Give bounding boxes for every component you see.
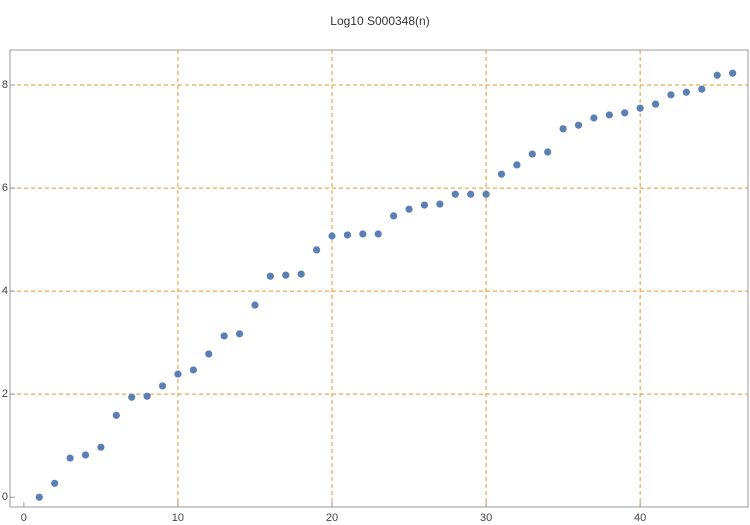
data-point bbox=[205, 350, 213, 358]
data-point bbox=[297, 270, 305, 278]
data-point bbox=[97, 443, 105, 451]
data-point bbox=[544, 148, 552, 156]
data-point bbox=[621, 109, 629, 117]
data-point bbox=[497, 170, 506, 178]
data-point bbox=[482, 190, 490, 198]
data-point bbox=[220, 332, 228, 340]
data-point bbox=[128, 393, 136, 401]
data-point bbox=[174, 370, 182, 378]
plot-frame bbox=[9, 49, 749, 508]
data-point bbox=[682, 88, 690, 96]
data-point bbox=[282, 271, 290, 279]
data-point bbox=[559, 125, 567, 133]
data-point bbox=[451, 190, 459, 198]
data-point bbox=[143, 392, 151, 400]
data-point bbox=[66, 454, 74, 462]
data-point bbox=[343, 231, 352, 239]
data-point bbox=[728, 69, 737, 77]
y-tick-label: 4 bbox=[2, 285, 8, 297]
x-tick-label: 20 bbox=[326, 512, 338, 524]
data-point bbox=[328, 232, 336, 240]
data-point bbox=[374, 230, 382, 238]
data-point bbox=[189, 366, 197, 374]
data-point bbox=[313, 246, 321, 254]
data-point bbox=[667, 91, 675, 99]
y-tick-label: 0 bbox=[2, 491, 8, 503]
y-tick-label: 2 bbox=[2, 388, 8, 400]
data-point bbox=[605, 111, 613, 119]
data-point bbox=[467, 190, 475, 198]
x-tick-label: 40 bbox=[634, 512, 646, 524]
y-tick-label: 6 bbox=[2, 182, 8, 194]
x-tick-label: 0 bbox=[21, 512, 27, 524]
data-point bbox=[698, 85, 706, 93]
data-point bbox=[266, 272, 274, 280]
data-point bbox=[713, 71, 721, 79]
data-point bbox=[405, 205, 413, 213]
data-point bbox=[513, 161, 521, 169]
x-tick-label: 30 bbox=[480, 512, 492, 524]
y-tick-label: 8 bbox=[2, 79, 8, 91]
data-point bbox=[528, 150, 536, 158]
data-point bbox=[35, 493, 43, 501]
data-point bbox=[112, 411, 120, 419]
data-point bbox=[158, 382, 167, 390]
data-point bbox=[574, 121, 583, 129]
data-point bbox=[636, 104, 644, 112]
data-point bbox=[81, 451, 90, 459]
data-point bbox=[420, 201, 429, 209]
data-point bbox=[359, 230, 367, 238]
data-point bbox=[51, 479, 59, 487]
chart-title: Log10 S000348(n) bbox=[330, 14, 429, 28]
data-point bbox=[436, 200, 444, 208]
data-point bbox=[251, 301, 259, 309]
data-point bbox=[390, 212, 398, 220]
x-tick-label: 10 bbox=[172, 512, 184, 524]
data-point bbox=[235, 330, 244, 338]
data-point bbox=[590, 114, 598, 122]
data-point bbox=[651, 100, 660, 108]
